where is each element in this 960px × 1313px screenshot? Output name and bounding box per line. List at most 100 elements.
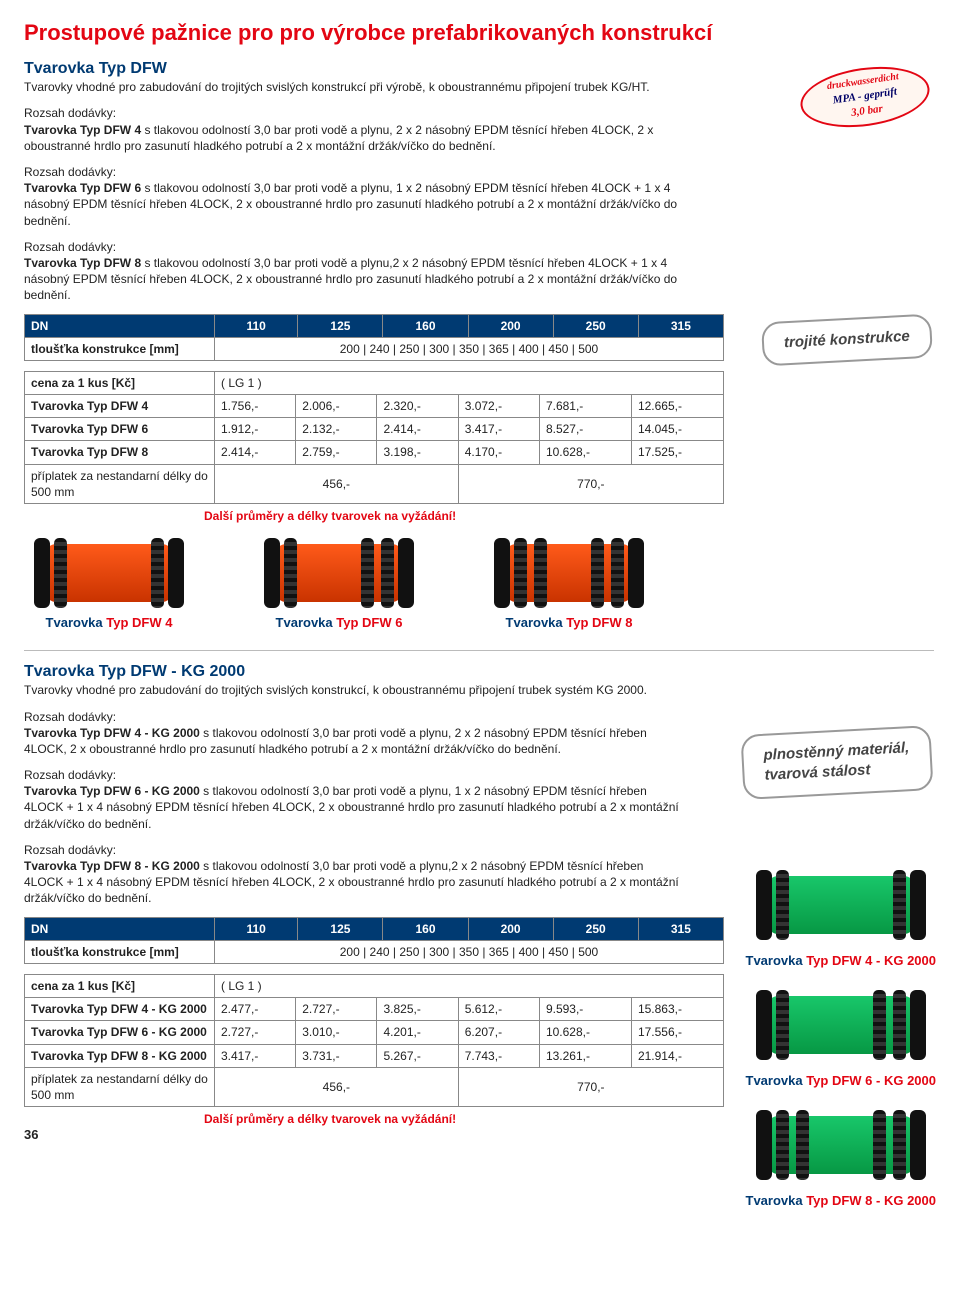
price-cell: 2.759,- [296, 441, 377, 464]
thickness-values: 200 | 240 | 250 | 300 | 350 | 365 | 400 … [215, 940, 724, 963]
price-header: cena za 1 kus [Kč] [25, 974, 215, 997]
thickness-label: tloušťka konstrukce [mm] [25, 940, 215, 963]
kg-scope-2: Rozsah dodávky: Tvarovka Typ DFW 6 - KG … [24, 767, 684, 832]
table-row: Tvarovka Typ DFW 6 1.912,- 2.132,- 2.414… [25, 418, 724, 441]
price-cell: 14.045,- [631, 418, 723, 441]
dn-header: DN [25, 314, 215, 337]
divider [24, 650, 934, 651]
stamp-line-3: 3,0 bar [850, 101, 884, 120]
dn-col-2: 125 [298, 917, 383, 940]
price-cell: 3.731,- [296, 1044, 377, 1067]
scope-product: Tvarovka Typ DFW 6 [24, 181, 141, 195]
price-cell: 5.612,- [458, 998, 539, 1021]
table-row: DN 110 125 160 200 250 315 [25, 314, 724, 337]
figcap-type: Typ DFW 6 [336, 615, 402, 630]
surcharge-label: příplatek za nestandarní délky do 500 mm [25, 1067, 215, 1106]
dn-col-3: 160 [383, 917, 468, 940]
figure-dfw4: Tvarovka Typ DFW 4 [24, 538, 194, 632]
price-cell: 3.417,- [458, 418, 539, 441]
price-cell: 5.267,- [377, 1044, 458, 1067]
dn-col-2: 125 [298, 314, 383, 337]
figure-dfw6: Tvarovka Typ DFW 6 [254, 538, 424, 632]
price-cell: 2.132,- [296, 418, 377, 441]
figcap: Tvarovka Typ DFW 4 [46, 614, 173, 632]
price-cell: 3.417,- [215, 1044, 296, 1067]
surcharge-value-1: 456,- [215, 1067, 459, 1106]
price-cell: 7.743,- [458, 1044, 539, 1067]
dfw-dn-table: DN 110 125 160 200 250 315 tloušťka kons… [24, 314, 724, 361]
price-cell: 2.006,- [296, 395, 377, 418]
figcap-type: Typ DFW 4 [106, 615, 172, 630]
dfw-scope-2: Rozsah dodávky: Tvarovka Typ DFW 6 s tla… [24, 164, 684, 229]
figcap-type: Typ DFW 8 [566, 615, 632, 630]
scope-label: Rozsah dodávky: [24, 106, 116, 120]
dn-col-6: 315 [638, 314, 723, 337]
price-cell: 21.914,- [631, 1044, 723, 1067]
scope-product: Tvarovka Typ DFW 8 [24, 256, 141, 270]
dn-col-6: 315 [638, 917, 723, 940]
figcap: Tvarovka Typ DFW 8 [506, 614, 633, 632]
figure-dfw8: Tvarovka Typ DFW 8 [484, 538, 654, 632]
thickness-values: 200 | 240 | 250 | 300 | 350 | 365 | 400 … [215, 337, 724, 360]
callout-material: plnostěnný materiál, tvarová stálost [741, 725, 934, 799]
figcap-type: Typ DFW 8 - KG 2000 [806, 1193, 936, 1208]
dn-header: DN [25, 917, 215, 940]
price-cell: 17.525,- [631, 441, 723, 464]
sleeve-dfw8-icon [494, 538, 644, 608]
row-label: Tvarovka Typ DFW 6 [25, 418, 215, 441]
page-title: Prostupové pažnice pro pro výrobce prefa… [24, 18, 936, 48]
table-row: tloušťka konstrukce [mm] 200 | 240 | 250… [25, 337, 724, 360]
price-cell: 7.681,- [539, 395, 631, 418]
listgroup: ( LG 1 ) [215, 974, 724, 997]
dn-col-5: 250 [553, 314, 638, 337]
scope-label: Rozsah dodávky: [24, 240, 116, 254]
section-kg-title: Tvarovka Typ DFW - KG 2000 [24, 661, 936, 683]
scope-label: Rozsah dodávky: [24, 843, 116, 857]
price-cell: 8.527,- [539, 418, 631, 441]
price-cell: 1.912,- [215, 418, 296, 441]
surcharge-value-2: 770,- [458, 464, 723, 503]
figcap-prefix: Tvarovka [506, 615, 567, 630]
price-cell: 1.756,- [215, 395, 296, 418]
dn-col-4: 200 [468, 917, 553, 940]
dn-col-5: 250 [553, 917, 638, 940]
figcap: Tvarovka Typ DFW 4 - KG 2000 [746, 952, 937, 970]
section-dfw-lead: Tvarovky vhodné pro zabudování do trojit… [24, 79, 664, 95]
section-kg-lead: Tvarovky vhodné pro zabudování do trojit… [24, 682, 664, 698]
dfw-on-request: Další průměry a délky tvarovek na vyžádá… [204, 508, 936, 524]
price-cell: 13.261,- [539, 1044, 631, 1067]
scope-label: Rozsah dodávky: [24, 165, 116, 179]
sleeve-kg6-icon [756, 990, 926, 1060]
price-cell: 17.556,- [631, 1021, 723, 1044]
surcharge-label: příplatek za nestandarní délky do 500 mm [25, 464, 215, 503]
dfw-price-table: cena za 1 kus [Kč] ( LG 1 ) Tvarovka Typ… [24, 371, 724, 504]
scope-product: Tvarovka Typ DFW 4 - KG 2000 [24, 726, 200, 740]
dn-col-1: 110 [215, 917, 298, 940]
kg-side-fig-1: Tvarovka Typ DFW 4 - KG 2000 [746, 870, 937, 970]
kg-price-table: cena za 1 kus [Kč] ( LG 1 ) Tvarovka Typ… [24, 974, 724, 1107]
sleeve-kg8-icon [756, 1110, 926, 1180]
price-cell: 3.072,- [458, 395, 539, 418]
scope-label: Rozsah dodávky: [24, 768, 116, 782]
thickness-label: tloušťka konstrukce [mm] [25, 337, 215, 360]
dn-col-1: 110 [215, 314, 298, 337]
price-cell: 3.198,- [377, 441, 458, 464]
figcap: Tvarovka Typ DFW 6 - KG 2000 [746, 1072, 937, 1090]
table-row: DN 110 125 160 200 250 315 [25, 917, 724, 940]
price-cell: 2.727,- [215, 1021, 296, 1044]
dfw-scope-3: Rozsah dodávky: Tvarovka Typ DFW 8 s tla… [24, 239, 684, 304]
dn-col-4: 200 [468, 314, 553, 337]
row-label: Tvarovka Typ DFW 8 [25, 441, 215, 464]
price-cell: 9.593,- [539, 998, 631, 1021]
row-label: Tvarovka Typ DFW 4 - KG 2000 [25, 998, 215, 1021]
scope-product: Tvarovka Typ DFW 8 - KG 2000 [24, 859, 200, 873]
dn-col-3: 160 [383, 314, 468, 337]
surcharge-value-1: 456,- [215, 464, 459, 503]
figcap-prefix: Tvarovka [746, 1073, 807, 1088]
table-row: příplatek za nestandarní délky do 500 mm… [25, 464, 724, 503]
scope-label: Rozsah dodávky: [24, 710, 116, 724]
price-cell: 2.414,- [215, 441, 296, 464]
price-cell: 2.727,- [296, 998, 377, 1021]
price-header: cena za 1 kus [Kč] [25, 371, 215, 394]
section-dfw-title: Tvarovka Typ DFW [24, 58, 936, 80]
